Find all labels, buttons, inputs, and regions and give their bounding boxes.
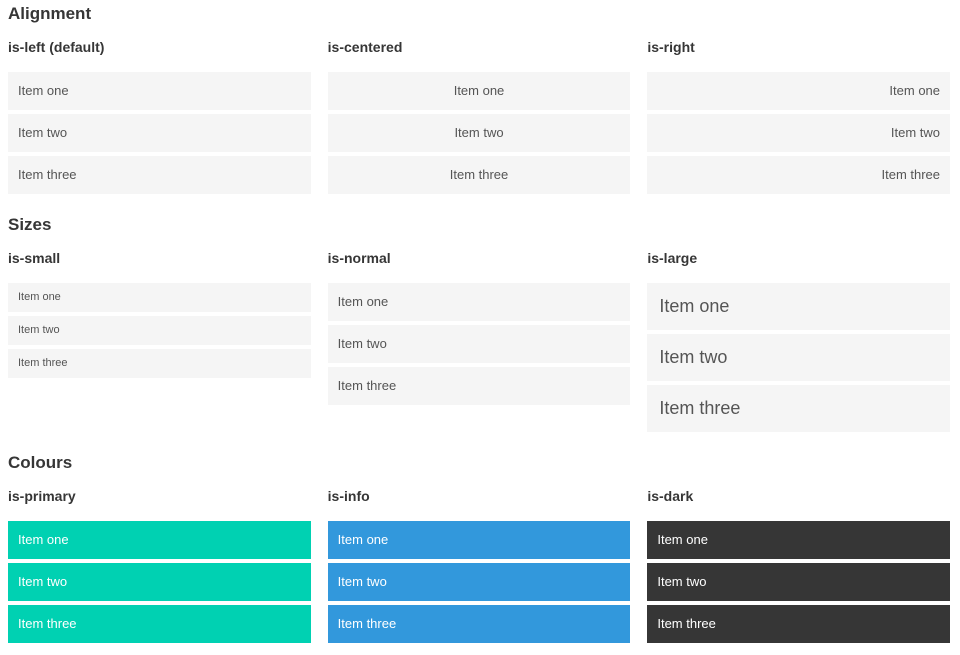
list-item: Item one bbox=[327, 72, 631, 110]
section-title: Sizes bbox=[8, 215, 52, 234]
list-item: Item three bbox=[647, 385, 951, 432]
column-is-large: is-large Item one Item two Item three bbox=[647, 250, 951, 432]
list-item: Item three bbox=[8, 156, 311, 194]
colours-row: is-primary Item one Item two Item three … bbox=[8, 488, 951, 643]
list-item: Item one bbox=[8, 72, 311, 110]
item-list: Item one Item two Item three bbox=[647, 283, 951, 432]
list-item: Item one bbox=[647, 521, 951, 559]
sizes-row: is-small Item one Item two Item three is… bbox=[8, 250, 951, 432]
column-is-dark: is-dark Item one Item two Item three bbox=[647, 488, 951, 643]
list-item: Item two bbox=[327, 325, 631, 363]
list-item: Item one bbox=[327, 521, 631, 559]
item-list: Item one Item two Item three bbox=[327, 283, 631, 405]
list-item: Item three bbox=[327, 367, 631, 405]
section-title: Colours bbox=[8, 453, 73, 472]
list-item: Item two bbox=[647, 114, 951, 152]
list-item: Item two bbox=[8, 316, 311, 345]
column-label: is-primary bbox=[8, 488, 76, 504]
section-colours: Colours is-primary Item one Item two Ite… bbox=[8, 453, 951, 643]
list-item: Item two bbox=[647, 563, 951, 601]
column-label: is-normal bbox=[327, 250, 391, 266]
list-item: Item one bbox=[327, 283, 631, 321]
column-is-right: is-right Item one Item two Item three bbox=[647, 39, 951, 194]
item-list: Item one Item two Item three bbox=[327, 521, 631, 643]
item-list: Item one Item two Item three bbox=[647, 72, 951, 194]
column-is-left-default: is-left (default) Item one Item two Item… bbox=[8, 39, 311, 194]
column-label: is-info bbox=[327, 488, 370, 504]
column-label: is-dark bbox=[647, 488, 694, 504]
list-item: Item one bbox=[647, 72, 951, 110]
list-item: Item three bbox=[8, 605, 311, 643]
list-item: Item one bbox=[8, 283, 311, 312]
column-label: is-left (default) bbox=[8, 39, 105, 55]
column-is-primary: is-primary Item one Item two Item three bbox=[8, 488, 311, 643]
section-title: Alignment bbox=[8, 4, 92, 23]
list-item: Item one bbox=[8, 521, 311, 559]
column-label: is-centered bbox=[327, 39, 403, 55]
item-list: Item one Item two Item three bbox=[8, 283, 311, 378]
list-item: Item two bbox=[8, 114, 311, 152]
item-list: Item one Item two Item three bbox=[647, 521, 951, 643]
section-alignment: Alignment is-left (default) Item one Ite… bbox=[8, 4, 951, 194]
section-sizes: Sizes is-small Item one Item two Item th… bbox=[8, 215, 951, 432]
component-demo-page: Alignment is-left (default) Item one Ite… bbox=[8, 4, 951, 643]
list-item: Item three bbox=[8, 349, 311, 378]
column-is-info: is-info Item one Item two Item three bbox=[327, 488, 631, 643]
list-item: Item three bbox=[327, 156, 631, 194]
item-list: Item one Item two Item three bbox=[8, 72, 311, 194]
column-is-centered: is-centered Item one Item two Item three bbox=[327, 39, 631, 194]
column-is-normal: is-normal Item one Item two Item three bbox=[327, 250, 631, 405]
column-label: is-small bbox=[8, 250, 61, 266]
list-item: Item three bbox=[327, 605, 631, 643]
list-item: Item one bbox=[647, 283, 951, 330]
list-item: Item two bbox=[647, 334, 951, 381]
column-label: is-right bbox=[647, 39, 695, 55]
item-list: Item one Item two Item three bbox=[8, 521, 311, 643]
list-item: Item two bbox=[8, 563, 311, 601]
list-item: Item two bbox=[327, 114, 631, 152]
column-is-small: is-small Item one Item two Item three bbox=[8, 250, 311, 378]
alignment-row: is-left (default) Item one Item two Item… bbox=[8, 39, 951, 194]
list-item: Item three bbox=[647, 605, 951, 643]
column-label: is-large bbox=[647, 250, 698, 266]
list-item: Item three bbox=[647, 156, 951, 194]
item-list: Item one Item two Item three bbox=[327, 72, 631, 194]
list-item: Item two bbox=[327, 563, 631, 601]
